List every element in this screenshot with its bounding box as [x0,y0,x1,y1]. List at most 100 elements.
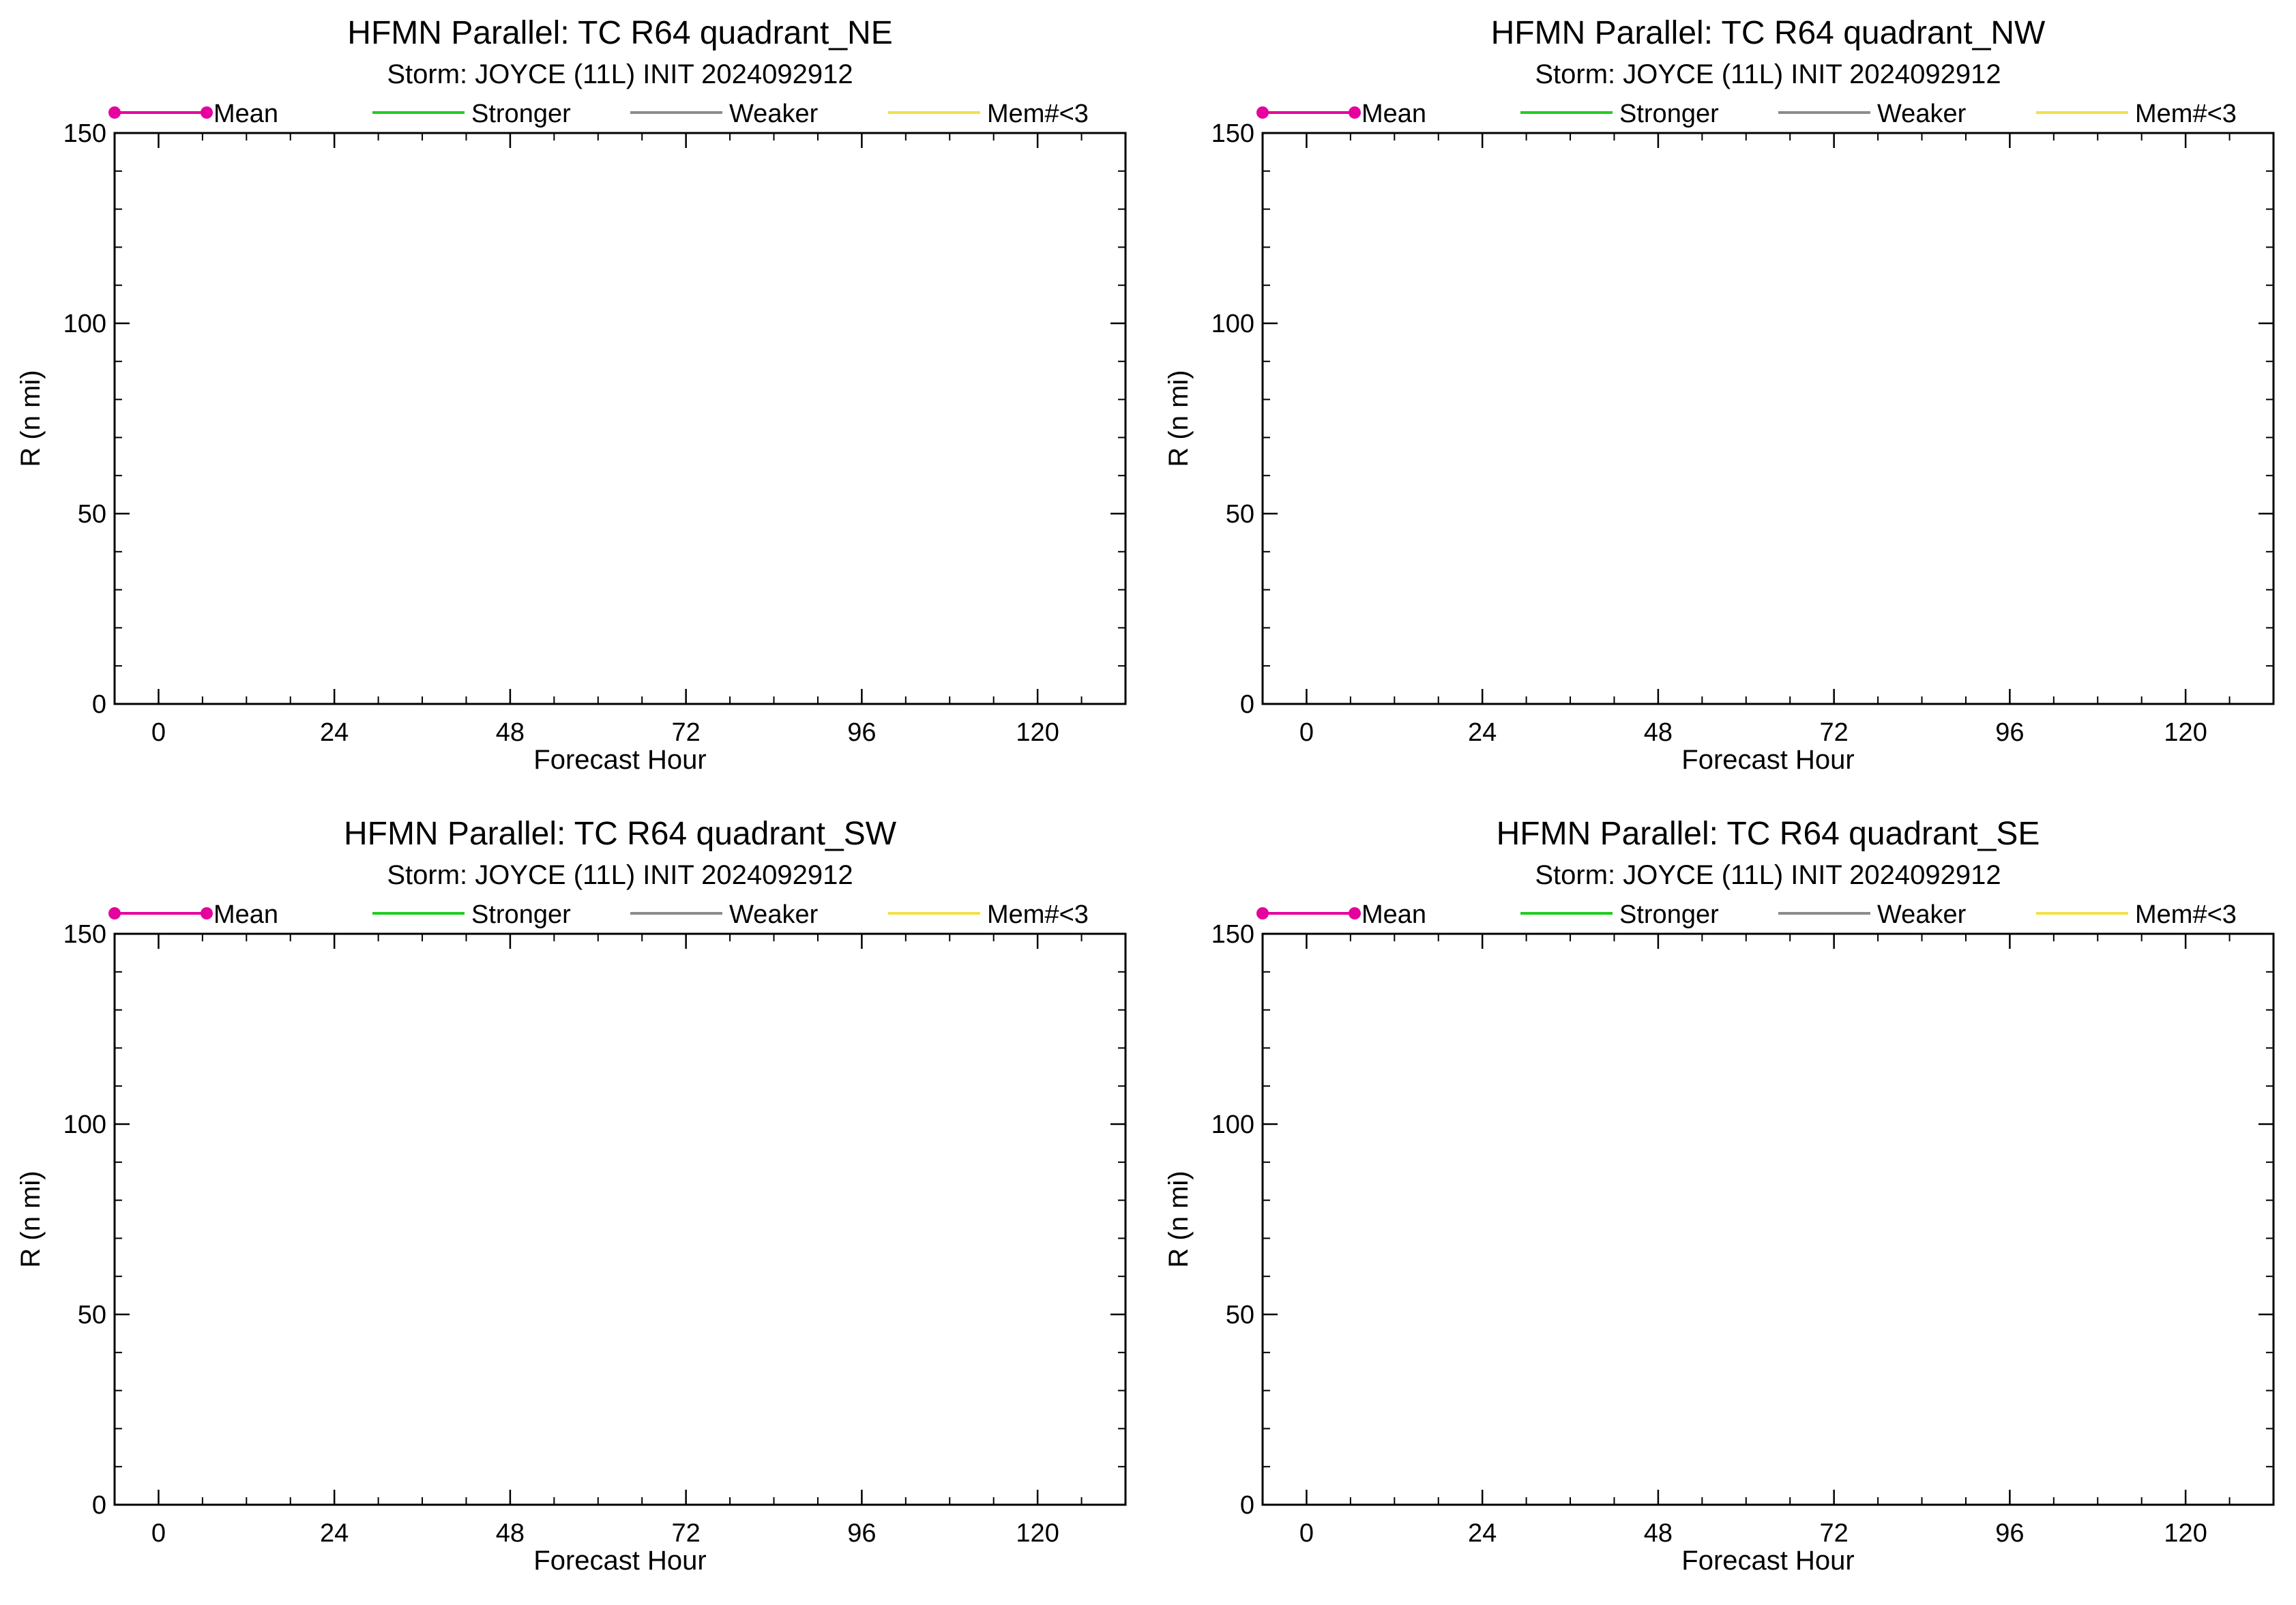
legend-item: Mean [108,900,278,929]
legend-marker [1256,907,1269,919]
x-tick-label: 48 [496,1519,525,1548]
y-tick-label: 50 [1226,500,1254,529]
chart-title: HFMN Parallel: TC R64 quadrant_SE [1497,816,2040,852]
chart-subtitle: Storm: JOYCE (11L) INIT 2024092912 [1535,860,2001,890]
legend-marker [1256,106,1269,119]
legend-label: Stronger [1619,900,1719,929]
x-tick-label: 72 [672,718,701,747]
legend-label: Mem#<3 [2135,100,2237,128]
chart-subtitle: Storm: JOYCE (11L) INIT 2024092912 [387,59,853,89]
y-tick-label: 100 [1211,310,1254,338]
x-tick-label: 0 [1299,718,1314,747]
y-tick-label: 100 [1211,1110,1254,1139]
chart-subtitle: Storm: JOYCE (11L) INIT 2024092912 [1535,59,2001,89]
chart-title: HFMN Parallel: TC R64 quadrant_NE [347,15,892,51]
x-tick-label: 120 [1016,1519,1059,1548]
legend-item: Mem#<3 [2036,100,2237,128]
legend-marker [1349,907,1361,919]
legend-item: Stronger [372,100,571,128]
x-tick-label: 48 [1644,718,1673,747]
legend-marker [201,106,213,119]
y-tick-label: 100 [63,310,106,338]
y-tick-label: 0 [1240,690,1254,719]
legend-label: Mean [1362,100,1426,128]
x-tick-label: 72 [1820,1519,1849,1548]
chart-panel-1: HFMN Parallel: TC R64 quadrant_NE Storm: … [16,15,1127,775]
legend-item: Weaker [630,900,819,929]
legend-label: Stronger [471,900,571,929]
legend: Mean Stronger Weaker Mem#<3 [1256,900,2237,929]
x-tick-label: 120 [2164,718,2207,747]
x-axis-label: Forecast Hour [533,745,706,775]
legend-label: Weaker [729,100,819,128]
chart-panel-4: HFMN Parallel: TC R64 quadrant_SE Storm: … [1164,816,2275,1576]
chart-title: HFMN Parallel: TC R64 quadrant_SW [344,816,897,852]
y-tick-label: 0 [92,690,106,719]
plot-area [113,932,1127,1506]
legend-label: Mem#<3 [987,100,1089,128]
x-tick-label: 96 [847,1519,876,1548]
legend-label: Stronger [471,100,571,128]
x-tick-label: 48 [1644,1519,1673,1548]
x-axis-label: Forecast Hour [533,1546,706,1576]
legend-label: Mean [1362,900,1426,929]
x-tick-label: 24 [1468,718,1497,747]
x-tick-label: 24 [320,1519,349,1548]
chart-title: HFMN Parallel: TC R64 quadrant_NW [1491,15,2046,51]
legend-marker [201,907,213,919]
legend-label: Mem#<3 [2135,900,2237,929]
x-tick-label: 0 [151,718,166,747]
y-tick-label: 150 [1211,920,1254,949]
x-tick-label: 48 [496,718,525,747]
x-tick-label: 24 [1468,1519,1497,1548]
x-tick-label: 72 [1820,718,1849,747]
chart-panel-2: HFMN Parallel: TC R64 quadrant_NW Storm: … [1164,15,2275,775]
x-tick-label: 96 [1995,718,2024,747]
legend-label: Mem#<3 [987,900,1089,929]
legend-label: Weaker [1877,100,1967,128]
y-tick-label: 100 [63,1110,106,1139]
plot-area [113,132,1127,705]
legend: Mean Stronger Weaker Mem#<3 [108,900,1089,929]
plot-area [1261,932,2275,1506]
legend-item: Mem#<3 [888,900,1089,929]
legend-label: Weaker [1877,900,1967,929]
legend-label: Weaker [729,900,819,929]
legend-marker [108,907,121,919]
plot-area [1261,132,2275,705]
x-tick-label: 120 [1016,718,1059,747]
legend: Mean Stronger Weaker Mem#<3 [108,100,1089,128]
x-tick-label: 96 [1995,1519,2024,1548]
legend-item: Weaker [1778,900,1967,929]
y-tick-label: 50 [78,500,106,529]
x-tick-label: 72 [672,1519,701,1548]
x-tick-label: 24 [320,718,349,747]
x-tick-label: 120 [2164,1519,2207,1548]
legend-item: Stronger [372,900,571,929]
legend-item: Mem#<3 [888,100,1089,128]
legend: Mean Stronger Weaker Mem#<3 [1256,100,2237,128]
legend-marker [108,106,121,119]
x-tick-label: 96 [847,718,876,747]
legend-item: Mem#<3 [2036,900,2237,929]
y-tick-label: 150 [63,920,106,949]
chart-subtitle: Storm: JOYCE (11L) INIT 2024092912 [387,860,853,890]
legend-item: Stronger [1520,900,1719,929]
x-axis-label: Forecast Hour [1681,745,1854,775]
y-tick-label: 50 [1226,1301,1254,1329]
y-tick-label: 0 [92,1491,106,1520]
legend-item: Weaker [1778,100,1967,128]
legend-item: Mean [1256,900,1426,929]
y-tick-label: 150 [1211,119,1254,148]
y-tick-label: 150 [63,119,106,148]
y-axis-label: R (n mi) [1164,370,1194,467]
x-tick-label: 0 [1299,1519,1314,1548]
y-axis-label: R (n mi) [1164,1170,1194,1267]
y-axis-label: R (n mi) [16,370,46,467]
legend-label: Mean [214,900,278,929]
x-axis-label: Forecast Hour [1681,1546,1854,1576]
legend-label: Mean [214,100,278,128]
legend-marker [1349,106,1361,119]
